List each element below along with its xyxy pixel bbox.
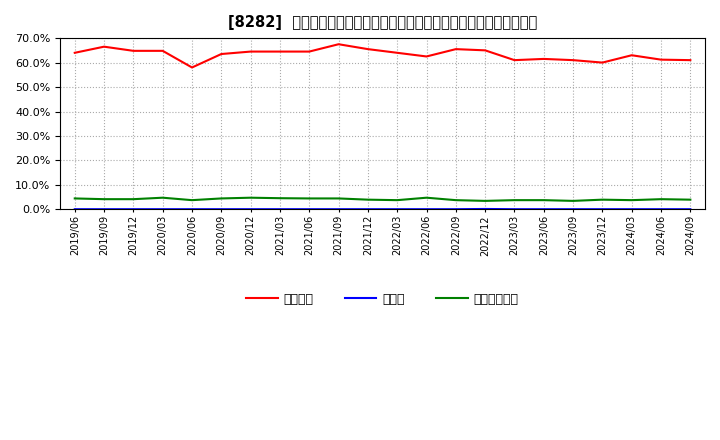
自己資本 xyxy=(627,53,636,58)
自己資本 xyxy=(510,58,519,63)
自己資本 xyxy=(129,48,138,54)
自己資本 xyxy=(188,65,197,70)
繰延税金資産 xyxy=(422,195,431,200)
のれん xyxy=(305,206,314,212)
繰延税金資産 xyxy=(217,196,225,201)
のれん xyxy=(627,206,636,212)
自己資本 xyxy=(539,56,548,62)
繰延税金資産 xyxy=(305,196,314,201)
のれん xyxy=(217,206,225,212)
繰延税金資産 xyxy=(510,198,519,203)
のれん xyxy=(393,206,402,212)
自己資本 xyxy=(686,58,695,63)
自己資本 xyxy=(393,50,402,55)
自己資本 xyxy=(598,60,607,65)
繰延税金資産 xyxy=(451,198,460,203)
自己資本 xyxy=(276,49,284,54)
繰延税金資産 xyxy=(129,197,138,202)
のれん xyxy=(100,206,109,212)
自己資本 xyxy=(334,42,343,47)
のれん xyxy=(188,206,197,212)
自己資本 xyxy=(422,54,431,59)
のれん xyxy=(71,206,79,212)
のれん xyxy=(451,206,460,212)
のれん xyxy=(481,206,490,212)
繰延税金資産 xyxy=(569,198,577,204)
のれん xyxy=(276,206,284,212)
のれん xyxy=(569,206,577,212)
自己資本 xyxy=(217,51,225,57)
繰延税金資産 xyxy=(686,197,695,202)
のれん xyxy=(510,206,519,212)
繰延税金資産 xyxy=(627,198,636,203)
繰延税金資産 xyxy=(481,198,490,204)
のれん xyxy=(539,206,548,212)
のれん xyxy=(334,206,343,212)
のれん xyxy=(158,206,167,212)
繰延税金資産 xyxy=(100,197,109,202)
自己資本 xyxy=(451,47,460,52)
自己資本 xyxy=(364,47,372,52)
繰延税金資産 xyxy=(393,198,402,203)
のれん xyxy=(598,206,607,212)
繰延税金資産 xyxy=(539,198,548,203)
のれん xyxy=(364,206,372,212)
Line: 繰延税金資産: 繰延税金資産 xyxy=(75,198,690,201)
繰延税金資産 xyxy=(334,196,343,201)
繰延税金資産 xyxy=(246,195,255,200)
Legend: 自己資本, のれん, 繰延税金資産: 自己資本, のれん, 繰延税金資産 xyxy=(241,288,523,311)
Title: [8282]  自己資本、のれん、繰延税金資産の総資産に対する比率の推移: [8282] 自己資本、のれん、繰延税金資産の総資産に対する比率の推移 xyxy=(228,15,537,30)
のれん xyxy=(129,206,138,212)
のれん xyxy=(246,206,255,212)
自己資本 xyxy=(657,57,665,62)
繰延税金資産 xyxy=(71,196,79,201)
繰延税金資産 xyxy=(188,198,197,203)
自己資本 xyxy=(71,50,79,55)
自己資本 xyxy=(305,49,314,54)
繰延税金資産 xyxy=(364,197,372,202)
繰延税金資産 xyxy=(657,197,665,202)
のれん xyxy=(422,206,431,212)
のれん xyxy=(657,206,665,212)
自己資本 xyxy=(569,58,577,63)
繰延税金資産 xyxy=(158,195,167,200)
自己資本 xyxy=(246,49,255,54)
自己資本 xyxy=(100,44,109,49)
繰延税金資産 xyxy=(598,197,607,202)
自己資本 xyxy=(481,48,490,53)
のれん xyxy=(686,206,695,212)
Line: 自己資本: 自己資本 xyxy=(75,44,690,67)
自己資本 xyxy=(158,48,167,54)
繰延税金資産 xyxy=(276,195,284,201)
